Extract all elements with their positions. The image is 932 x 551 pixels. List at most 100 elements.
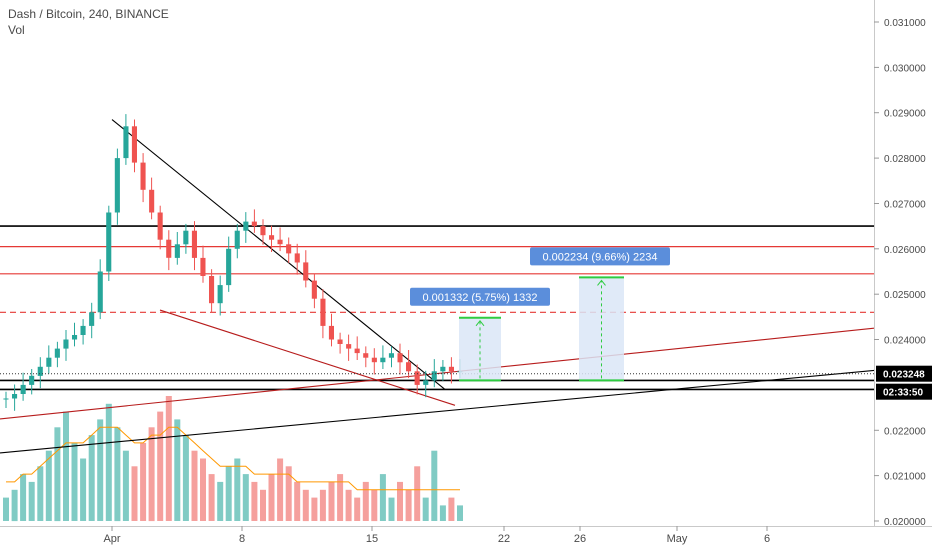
candle-body [251, 221, 257, 227]
volume-bar [362, 481, 369, 521]
volume-bar [379, 474, 386, 521]
candle-body [200, 257, 206, 276]
candle-body [174, 244, 180, 258]
time-tick-label: 15 [366, 533, 378, 545]
price-tick-label: 0.024000 [884, 336, 926, 347]
volume-bar [371, 489, 378, 522]
volume-bar [20, 474, 27, 521]
symbol-title: Dash / Bitcoin, 240, BINANCE [8, 7, 169, 21]
time-axis[interactable] [0, 526, 932, 551]
volume-bar [157, 411, 164, 521]
volume-bar [457, 505, 463, 521]
candle-body [166, 239, 172, 258]
candle-body [140, 162, 146, 190]
candle-body [320, 298, 326, 326]
candle-body [303, 262, 309, 281]
volume-bar [311, 497, 318, 521]
measure-2-label: 0.002234 (9.66%) 2234 [543, 251, 658, 263]
volume-bar [208, 474, 215, 521]
volume-bar [337, 474, 344, 521]
candle-body [363, 353, 369, 358]
volume-bar [97, 419, 104, 521]
candle-body [414, 371, 420, 385]
volume-bar [88, 435, 95, 521]
candle-body [54, 348, 60, 358]
price-tick-label: 0.021000 [884, 472, 926, 483]
volume-bar [37, 466, 44, 521]
candle-body [123, 126, 129, 159]
candle-body [243, 221, 249, 231]
measure-2-label-bg [530, 247, 670, 266]
countdown-tag [876, 383, 932, 400]
price-tick-label: 0.027000 [884, 200, 926, 211]
volume-bar [54, 427, 61, 522]
volume-bar [80, 458, 87, 521]
candle-body [406, 362, 412, 372]
candle-body [277, 239, 283, 245]
volume-bar [71, 442, 78, 521]
last-price-label: 0.023248 [883, 370, 925, 381]
candle-body [346, 344, 352, 349]
candle-body [97, 271, 103, 313]
volume-bar [174, 419, 181, 521]
volume-bar [277, 458, 284, 521]
time-tick-label: 6 [764, 533, 770, 545]
price-tick-label: 0.025000 [884, 290, 926, 301]
price-tick-label: 0.020000 [884, 517, 926, 528]
measure-2-arrow-head [597, 279, 606, 286]
candle-body [294, 253, 300, 263]
volume-bar [242, 474, 249, 521]
ascending-support-trendline [0, 369, 874, 454]
candle-body [37, 366, 43, 376]
volume-bar [140, 442, 147, 521]
volume-bar [268, 474, 275, 521]
volume-bar [285, 466, 292, 521]
candle-body [72, 335, 78, 340]
volume-bar [439, 505, 446, 521]
candle-body [63, 339, 69, 349]
time-tick-label: May [667, 533, 688, 545]
descending-resistance-trendline [111, 119, 446, 390]
volume-bar [105, 403, 112, 521]
candle-body [149, 189, 155, 213]
candle-body [226, 248, 232, 286]
volume-bar [114, 427, 121, 522]
candle-body [3, 398, 9, 400]
volume-bar [45, 450, 52, 521]
volume-bar [11, 489, 18, 522]
volume-bar [63, 411, 69, 521]
measure-1-arrow-head [475, 319, 485, 327]
time-tick-label: 22 [498, 533, 510, 545]
volume-bar [148, 427, 155, 522]
candle-body [183, 230, 189, 245]
price-axis[interactable] [874, 0, 932, 526]
volume-bar [302, 489, 309, 522]
price-tick-label: 0.031000 [884, 18, 926, 29]
countdown-label: 02:33:50 [883, 388, 923, 399]
time-tick-label: 26 [574, 533, 586, 545]
volume-bar [225, 466, 232, 521]
candle-body [114, 158, 120, 213]
candle-body [380, 357, 386, 363]
volume-bar [319, 489, 326, 522]
measure-1-label: 0.001332 (5.75%) 1332 [423, 292, 538, 304]
candle-body [20, 384, 26, 394]
volume-bar [422, 497, 429, 521]
candle-body [440, 366, 446, 372]
candle-body [286, 244, 292, 254]
price-tick-label: 0.029000 [884, 109, 926, 120]
measure-1-label-bg [410, 287, 550, 306]
volume-bar [217, 481, 224, 521]
volume-bar [397, 481, 403, 521]
candle-body [388, 353, 394, 358]
candle-body [337, 339, 343, 344]
volume-bar [251, 481, 258, 521]
price-tick-label: 0.028000 [884, 154, 926, 165]
volume-bar [414, 466, 421, 521]
price-tick-label: 0.030000 [884, 63, 926, 74]
ascending-red-trendline [0, 327, 874, 420]
candle-body [311, 280, 317, 299]
